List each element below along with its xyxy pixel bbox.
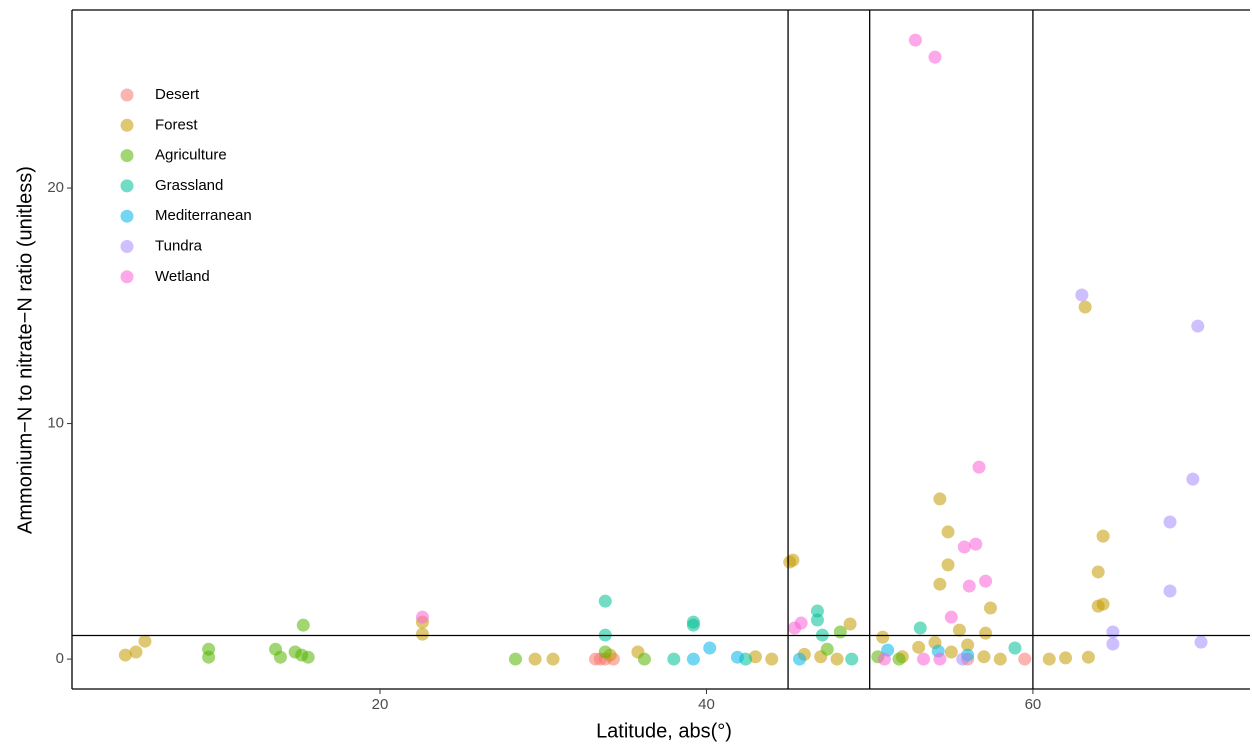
- point: [979, 626, 993, 640]
- point: [703, 641, 717, 655]
- point: [118, 648, 132, 662]
- legend-label: Mediterranean: [155, 207, 252, 224]
- y-tick-label: 20: [47, 179, 64, 196]
- point: [892, 652, 906, 666]
- point: [810, 604, 824, 618]
- point: [933, 577, 947, 591]
- point: [1163, 515, 1177, 529]
- y-tick-label: 0: [56, 650, 64, 667]
- legend-label: Tundra: [155, 237, 203, 254]
- point: [786, 553, 800, 567]
- legend-label: Forest: [155, 116, 198, 133]
- point: [415, 610, 429, 624]
- point: [273, 650, 287, 664]
- legend-marker: [120, 209, 134, 223]
- x-axis-label: Latitude, abs(°): [596, 720, 732, 742]
- point: [138, 634, 152, 648]
- point: [637, 652, 651, 666]
- point: [686, 618, 700, 632]
- point: [941, 525, 955, 539]
- point: [961, 638, 975, 652]
- point: [1106, 637, 1120, 651]
- point: [912, 640, 926, 654]
- legend-marker: [120, 240, 134, 253]
- point: [1042, 652, 1056, 666]
- point: [1096, 529, 1110, 543]
- point: [977, 650, 991, 664]
- point: [730, 650, 744, 664]
- point: [508, 652, 522, 666]
- point: [1091, 599, 1105, 613]
- y-axis-label: Ammonium−N to nitrate−N ratio (unitless): [14, 166, 36, 534]
- point: [1078, 300, 1092, 314]
- point: [788, 621, 802, 635]
- legend-marker: [120, 270, 134, 284]
- point: [917, 652, 931, 666]
- point: [528, 652, 542, 666]
- point: [956, 652, 970, 666]
- point: [944, 610, 958, 624]
- point: [415, 627, 429, 641]
- point: [1191, 319, 1205, 333]
- legend-marker: [120, 179, 134, 193]
- point: [983, 601, 997, 615]
- point: [1186, 472, 1200, 486]
- point: [1091, 565, 1105, 579]
- point: [1008, 641, 1022, 655]
- point: [1059, 651, 1073, 665]
- legend-marker: [120, 149, 134, 163]
- point: [301, 650, 315, 664]
- point: [972, 460, 986, 474]
- point: [913, 621, 927, 635]
- point: [962, 579, 976, 593]
- legend-label: Wetland: [155, 268, 210, 285]
- point: [202, 650, 216, 664]
- legend-label: Grassland: [155, 177, 223, 194]
- point: [546, 652, 560, 666]
- point: [1081, 650, 1095, 664]
- point: [1018, 652, 1032, 666]
- point: [952, 623, 966, 637]
- point: [876, 630, 890, 644]
- point: [830, 652, 844, 666]
- point: [933, 492, 947, 506]
- point: [928, 50, 942, 64]
- point: [933, 652, 947, 666]
- point: [957, 540, 971, 554]
- legend-marker: [120, 88, 134, 102]
- point: [1106, 625, 1120, 639]
- point: [792, 652, 806, 666]
- point: [686, 652, 700, 666]
- point: [765, 652, 779, 666]
- point: [979, 574, 993, 588]
- point: [129, 645, 143, 659]
- legend-label: Agriculture: [155, 147, 227, 164]
- point: [845, 652, 859, 666]
- x-tick-label: 20: [372, 696, 389, 713]
- point: [820, 642, 834, 656]
- point: [908, 33, 922, 47]
- point: [944, 645, 958, 659]
- point: [667, 652, 681, 666]
- point: [843, 617, 857, 631]
- point: [598, 594, 612, 608]
- point: [748, 650, 762, 664]
- point: [1163, 584, 1177, 598]
- legend-marker: [120, 118, 134, 132]
- point: [993, 652, 1007, 666]
- point: [1194, 635, 1208, 649]
- point: [296, 618, 310, 632]
- point: [810, 613, 824, 627]
- point: [833, 625, 847, 639]
- point: [1075, 288, 1089, 302]
- point: [941, 558, 955, 572]
- point: [877, 652, 891, 666]
- point: [598, 645, 612, 659]
- legend-label: Desert: [155, 86, 200, 103]
- y-tick-label: 10: [47, 415, 64, 432]
- x-tick-label: 60: [1025, 696, 1042, 713]
- x-tick-label: 40: [698, 696, 715, 713]
- point: [969, 537, 983, 551]
